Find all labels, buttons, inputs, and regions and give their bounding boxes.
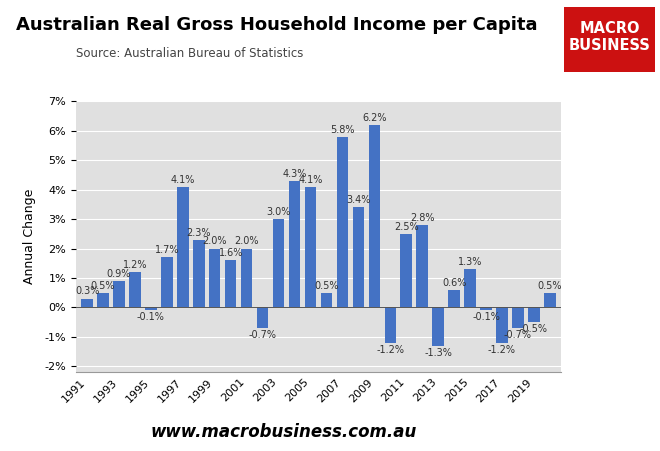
Bar xyxy=(209,249,220,308)
Bar xyxy=(114,281,125,308)
Text: MACRO
BUSINESS: MACRO BUSINESS xyxy=(569,21,651,53)
Bar xyxy=(448,290,460,308)
Bar xyxy=(177,187,189,308)
Bar xyxy=(385,308,396,343)
Bar xyxy=(241,249,252,308)
Bar xyxy=(464,269,476,308)
Bar xyxy=(257,308,269,328)
Bar xyxy=(401,234,412,308)
Y-axis label: Annual Change: Annual Change xyxy=(23,189,36,285)
Text: 3.0%: 3.0% xyxy=(267,207,291,217)
Text: -0.1%: -0.1% xyxy=(472,313,500,322)
Bar xyxy=(305,187,316,308)
Text: 2.3%: 2.3% xyxy=(187,228,211,238)
Bar xyxy=(145,308,156,310)
Bar xyxy=(225,260,236,308)
Text: www.macrobusiness.com.au: www.macrobusiness.com.au xyxy=(150,423,417,441)
Text: 0.3%: 0.3% xyxy=(75,286,99,296)
Text: 1.6%: 1.6% xyxy=(218,248,243,258)
Text: -1.2%: -1.2% xyxy=(488,345,516,355)
Text: 1.7%: 1.7% xyxy=(154,245,179,255)
Text: 6.2%: 6.2% xyxy=(362,113,387,123)
Bar xyxy=(480,308,492,310)
Text: -0.5%: -0.5% xyxy=(520,324,548,334)
Text: -0.1%: -0.1% xyxy=(137,313,165,322)
Text: 4.1%: 4.1% xyxy=(298,175,323,185)
Text: -0.7%: -0.7% xyxy=(249,330,277,340)
Text: 2.8%: 2.8% xyxy=(410,213,434,223)
Text: 2.5%: 2.5% xyxy=(394,222,418,232)
Bar xyxy=(193,240,205,308)
Bar xyxy=(97,293,109,308)
Bar xyxy=(81,299,93,308)
Text: 3.4%: 3.4% xyxy=(346,195,370,205)
Text: 0.5%: 0.5% xyxy=(91,281,116,290)
Bar xyxy=(368,125,380,308)
Text: 0.5%: 0.5% xyxy=(538,281,562,290)
Text: 2.0%: 2.0% xyxy=(203,236,227,247)
Bar xyxy=(352,207,364,308)
Text: 0.5%: 0.5% xyxy=(314,281,339,290)
Text: Australian Real Gross Household Income per Capita: Australian Real Gross Household Income p… xyxy=(16,16,538,34)
Text: -0.7%: -0.7% xyxy=(504,330,532,340)
Text: 0.9%: 0.9% xyxy=(107,269,131,279)
Bar xyxy=(337,137,348,308)
Bar xyxy=(496,308,508,343)
Bar xyxy=(432,308,444,345)
Bar xyxy=(544,293,556,308)
Bar xyxy=(129,272,141,308)
Text: -1.2%: -1.2% xyxy=(376,345,405,355)
Text: 2.0%: 2.0% xyxy=(234,236,259,247)
Text: 1.3%: 1.3% xyxy=(458,257,482,267)
Bar xyxy=(273,219,284,308)
Bar xyxy=(528,308,540,322)
Text: -1.3%: -1.3% xyxy=(424,348,452,358)
Text: Source: Australian Bureau of Statistics: Source: Australian Bureau of Statistics xyxy=(76,47,304,60)
Text: 0.6%: 0.6% xyxy=(442,278,466,288)
Bar xyxy=(416,225,428,308)
Text: 5.8%: 5.8% xyxy=(330,125,354,135)
Text: 4.1%: 4.1% xyxy=(171,175,195,185)
Text: 4.3%: 4.3% xyxy=(282,169,307,179)
Bar xyxy=(321,293,332,308)
Text: 1.2%: 1.2% xyxy=(123,260,147,270)
Bar xyxy=(289,181,300,308)
Bar xyxy=(161,258,173,308)
Bar xyxy=(512,308,523,328)
